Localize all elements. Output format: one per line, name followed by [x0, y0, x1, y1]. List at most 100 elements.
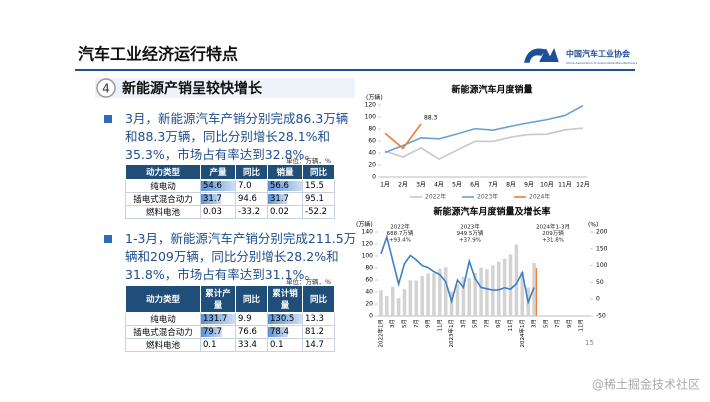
bar — [520, 272, 525, 316]
cell-text: -52.2 — [305, 207, 327, 217]
y2-axis-label: (%) — [588, 222, 598, 229]
table-cell: 54.6 — [200, 179, 236, 193]
y2-tick-label: 0 — [596, 296, 600, 303]
table-cell: 78.4 — [267, 325, 303, 339]
annotation: 209万辆 — [542, 229, 564, 237]
x-tick-label: 2023年1月 — [447, 319, 455, 348]
series-line — [384, 127, 584, 160]
x-tick-label: 9月 — [566, 319, 573, 328]
x-tick-label: 11月 — [436, 319, 443, 332]
org-name: 中国汽车工业协会 — [566, 49, 630, 59]
bar — [461, 276, 466, 316]
cell-text: 0.03 — [203, 207, 222, 217]
x-tick-label: 11月 — [558, 182, 572, 189]
x-tick-label: 3月 — [416, 182, 426, 189]
x-tick-label: 5月 — [472, 319, 479, 328]
header-cell: 累计销量 — [267, 285, 303, 313]
header-cell: 同比 — [302, 164, 335, 180]
y2-tick-label: 200 — [596, 229, 608, 236]
cell-text: 130.5 — [270, 314, 295, 324]
cell-text: 燃料电池 — [145, 208, 180, 218]
table-row: 纯电动 131.7 9.9 130.5 13.3 — [125, 312, 335, 326]
bar — [438, 268, 442, 316]
cell-text: 79.7 — [203, 327, 222, 337]
x-tick-label: 7月 — [483, 319, 490, 328]
cell-text: 9.9 — [238, 314, 252, 324]
legend-label: 2023年 — [477, 193, 498, 201]
table-cell: 15.5 — [302, 179, 335, 193]
cell-text: 纯电动 — [150, 182, 176, 192]
watermark: @稀土掘金技术社区 — [592, 377, 700, 392]
table-row: 燃料电池 0.1 33.4 0.1 14.7 — [125, 338, 335, 352]
table-cell: 130.5 — [267, 312, 303, 326]
x-tick-label: 10月 — [540, 182, 554, 189]
annotation: 2024年1-3月 — [536, 223, 570, 231]
section-number: 4 — [102, 82, 110, 96]
bar — [420, 276, 424, 316]
x-tick-label: 11月 — [507, 319, 514, 332]
cell-text: 78.4 — [270, 327, 289, 337]
chart-title: 新能源汽车月度销量及增长率 — [433, 206, 550, 218]
x-tick-label: 6月 — [470, 182, 480, 189]
table-cell: 插电式混合动力 — [125, 325, 201, 339]
bar — [455, 284, 460, 316]
table-cell: 13.3 — [302, 312, 335, 326]
table-row: 插电式混合动力 31.7 94.6 31.7 95.1 — [125, 192, 335, 206]
data-bar — [201, 181, 235, 191]
x-tick-label: 3月 — [389, 319, 396, 328]
x-tick-label: 9月 — [425, 319, 432, 328]
unit-note: 单位：万辆，% — [286, 157, 332, 165]
legend-label: 2022年 — [425, 193, 446, 201]
x-tick-label: 9月 — [495, 319, 502, 328]
header-row: 动力类型 累计产量 同比 累计销量 同比 — [125, 285, 335, 313]
table-cell: 76.6 — [235, 325, 268, 339]
data-bar — [268, 194, 288, 204]
table-cell: -33.2 — [235, 205, 268, 219]
bar — [379, 290, 383, 316]
annotation: 2022年 — [390, 223, 410, 231]
bar — [402, 289, 407, 316]
header-cell: 销量 — [267, 164, 303, 180]
cell-text: 56.6 — [270, 181, 289, 191]
header-cell: 动力类型 — [125, 164, 201, 180]
data-bar — [268, 314, 302, 324]
cell-text: 0.1 — [270, 340, 284, 350]
bullet-marker — [104, 115, 112, 123]
table-cell: 7.0 — [235, 179, 268, 193]
section-band — [95, 78, 355, 98]
series-line — [384, 123, 422, 150]
table-cell: 燃料电池 — [125, 205, 201, 219]
cell-text: 131.7 — [203, 314, 228, 324]
cell-text: 31.7 — [270, 194, 289, 204]
annotation: 949.5万辆 — [457, 229, 484, 237]
x-tick-label: 5月 — [401, 319, 408, 328]
cell-text: 15.5 — [305, 181, 324, 191]
y-tick-label: 0 — [372, 174, 376, 181]
x-tick-label: 2022年1月 — [376, 319, 384, 348]
legend-label: 2024年 — [529, 193, 550, 201]
y-tick-label: 40 — [368, 150, 376, 157]
annotation: +37.9% — [459, 238, 481, 244]
header-cell: 同比 — [235, 285, 268, 313]
annotation: 688.7万辆 — [387, 229, 414, 237]
y2-tick-label: 100 — [596, 262, 608, 269]
bullet-marker — [104, 235, 112, 243]
bar — [514, 244, 519, 316]
x-tick-label: 8月 — [506, 182, 516, 189]
chart-title: 新能源汽车月度销量 — [451, 84, 532, 96]
section-badge — [96, 78, 116, 98]
annotation: +31.8% — [542, 238, 564, 244]
x-tick-label: 7月 — [488, 182, 498, 189]
table-cell: 31.7 — [200, 192, 236, 206]
header-cell: 动力类型 — [125, 285, 201, 313]
table-cell: 31.7 — [267, 192, 303, 206]
table-cell: 9.9 — [235, 312, 268, 326]
x-tick-label: 11月 — [578, 319, 585, 332]
slide-title: 汽车工业经济运行特点 — [78, 45, 238, 64]
cell-text: 插电式混合动力 — [133, 195, 193, 205]
table-cell: 95.1 — [302, 192, 335, 206]
x-tick-label: 3月 — [460, 319, 467, 328]
table-cell: 0.1 — [267, 338, 303, 352]
table-cell: 81.2 — [302, 325, 335, 339]
